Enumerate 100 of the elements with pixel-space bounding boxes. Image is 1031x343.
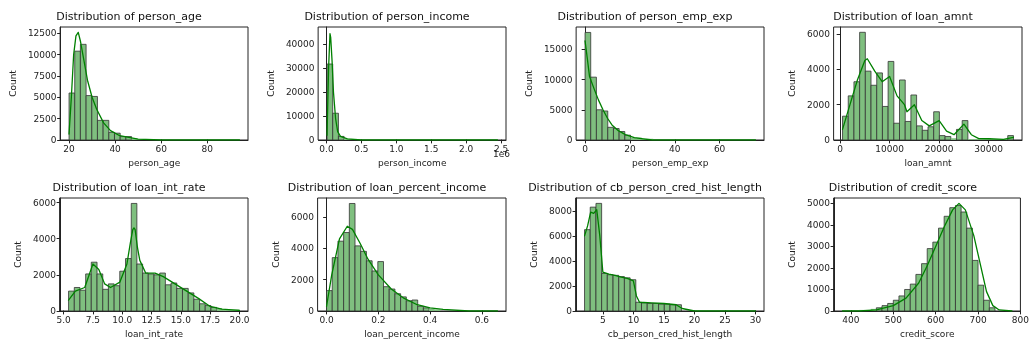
x-tick-label: 20 — [688, 314, 701, 325]
y-tick-label: 0 — [566, 135, 573, 145]
y-tick-label: 3000 — [807, 241, 831, 252]
y-tick-label: 8000 — [549, 205, 573, 216]
x-tick-label: 0.0 — [319, 314, 334, 325]
chart-title: Distribution of cb_person_cred_hist_length — [528, 181, 762, 194]
y-axis-title: Count — [786, 69, 797, 97]
chart-title: Distribution of loan_amnt — [833, 10, 974, 23]
x-tick-label: 0.4 — [422, 314, 438, 325]
x-tick-label: 40 — [109, 143, 122, 154]
y-tick-label: 10000 — [285, 111, 315, 122]
x-tick-label: 5 — [599, 314, 606, 325]
x-axis-title: loan_amnt — [904, 157, 953, 168]
x-tick-label: 0.2 — [371, 314, 386, 325]
chart-title: Distribution of credit_score — [828, 181, 978, 194]
x-tick-label: 60 — [155, 143, 168, 154]
y-tick-label: 6000 — [807, 29, 831, 40]
x-tick-label: 700 — [969, 314, 987, 325]
x-tick-label: 20 — [624, 143, 636, 154]
y-tick-label: 2000 — [33, 269, 57, 280]
y-tick-label: 2000 — [807, 262, 831, 273]
y-tick-label: 6000 — [291, 211, 315, 222]
x-tick-label: 7.5 — [85, 314, 101, 325]
y-tick-label: 10000 — [543, 74, 573, 85]
x-tick-label: 30 — [749, 314, 762, 325]
y-tick-label: 5000 — [549, 104, 573, 115]
y-tick-label: 1000 — [807, 284, 831, 295]
x-axis-title: credit_score — [899, 328, 955, 339]
y-tick-label: 30000 — [285, 63, 315, 74]
chart-title: Distribution of loan_percent_income — [287, 181, 487, 194]
y-tick-label: 0 — [50, 135, 57, 145]
x-tick-label: 500 — [884, 314, 903, 325]
x-tick-label: 0.5 — [354, 143, 369, 154]
y-tick-label: 5000 — [807, 198, 831, 209]
y-tick-label: 0 — [824, 306, 831, 316]
x-tick-label: 15 — [658, 314, 670, 325]
y-tick-label: 2000 — [291, 274, 315, 285]
x-tick-label: 10000 — [875, 143, 905, 154]
x-tick-label: 5.0 — [56, 314, 72, 325]
y-tick-label: 20000 — [285, 87, 315, 98]
y-tick-label: 5000 — [33, 92, 57, 103]
x-tick-label: 40 — [669, 143, 681, 154]
x-axis-title: loan_int_rate — [124, 328, 184, 339]
y-tick-label: 4000 — [807, 219, 831, 230]
y-tick-label: 7500 — [33, 70, 57, 81]
x-tick-label: 15.0 — [170, 314, 192, 325]
x-tick-label: 60 — [713, 143, 726, 154]
y-tick-label: 0 — [566, 306, 573, 316]
y-tick-label: 40000 — [285, 39, 315, 50]
x-axis-title: person_age — [128, 157, 181, 168]
x-tick-label: 20000 — [924, 143, 954, 154]
x-tick-label: 0.0 — [319, 143, 334, 154]
y-tick-label: 0 — [50, 306, 57, 316]
x-tick-label: 1.5 — [424, 143, 439, 154]
x-tick-label: 80 — [201, 143, 214, 154]
y-tick-label: 15000 — [543, 44, 573, 55]
y-tick-label: 4000 — [291, 243, 315, 254]
x-tick-label: 0.6 — [474, 314, 490, 325]
y-tick-label: 0 — [824, 135, 831, 145]
y-tick-label: 2000 — [807, 99, 831, 110]
x-tick-label: 2.0 — [459, 143, 474, 154]
y-axis-title: Count — [7, 69, 18, 97]
x-axis-title: cb_person_cred_hist_length — [607, 328, 733, 339]
x-axis-title: person_emp_exp — [632, 157, 709, 168]
y-axis-title: Count — [270, 240, 281, 268]
y-tick-label: 2500 — [33, 113, 57, 124]
chart-title: Distribution of person_income — [304, 10, 470, 23]
y-tick-label: 2000 — [549, 280, 573, 291]
y-tick-label: 4000 — [33, 233, 57, 244]
x-tick-label: 0 — [837, 143, 844, 154]
y-tick-label: 6000 — [549, 230, 573, 241]
x-tick-label: 25 — [719, 314, 731, 325]
x-tick-label: 400 — [842, 314, 860, 325]
y-axis-title: Count — [786, 240, 797, 268]
y-axis-title: Count — [523, 69, 534, 97]
x-tick-label: 20.0 — [229, 314, 250, 325]
x-tick-label: 800 — [1011, 314, 1030, 325]
x-tick-label: 20 — [63, 143, 76, 154]
x-tick-label: 12.5 — [141, 314, 162, 325]
x-tick-label: 1.0 — [389, 143, 404, 154]
y-tick-label: 4000 — [549, 255, 573, 266]
y-tick-label: 0 — [308, 135, 315, 145]
chart-title: Distribution of loan_int_rate — [52, 181, 206, 194]
x-axis-title: loan_percent_income — [364, 328, 461, 339]
y-tick-label: 10000 — [27, 49, 57, 60]
y-tick-label: 4000 — [807, 64, 831, 75]
x-tick-label: 600 — [927, 314, 945, 325]
x-tick-label: 10.0 — [112, 314, 133, 325]
y-axis-title: Count — [528, 240, 539, 268]
y-axis-title: Count — [12, 240, 23, 268]
x-tick-label: 17.5 — [200, 314, 221, 325]
y-tick-label: 6000 — [33, 197, 57, 208]
x-tick-label: 0 — [582, 143, 589, 154]
chart-title: Distribution of person_age — [56, 10, 202, 23]
y-axis-title: Count — [265, 69, 276, 97]
chart-title: Distribution of person_emp_exp — [557, 10, 733, 23]
x-tick-label: 30000 — [974, 143, 1004, 154]
x-axis-title: person_income — [378, 157, 447, 168]
y-tick-label: 12500 — [27, 28, 57, 39]
y-tick-label: 0 — [308, 306, 315, 316]
